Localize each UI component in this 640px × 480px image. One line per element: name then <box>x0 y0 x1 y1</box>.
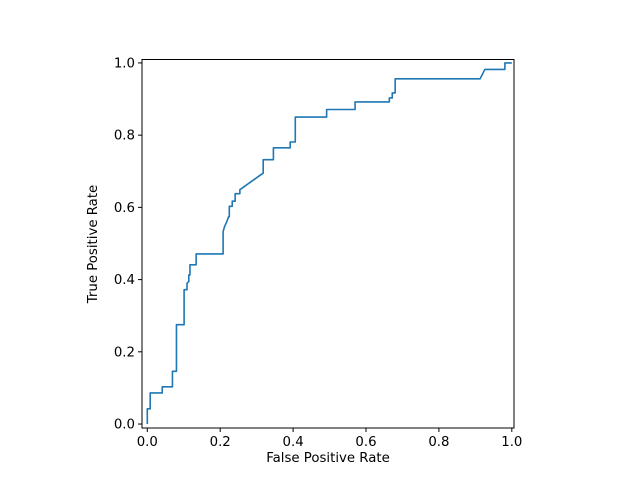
x-tick-label: 0.4 <box>283 435 304 450</box>
y-tick-label: 0.2 <box>114 345 135 360</box>
y-tick-label: 1.0 <box>114 57 135 72</box>
x-tick-label: 0.6 <box>355 435 376 450</box>
y-axis-label: True Positive Rate <box>86 185 101 304</box>
x-tick-label: 0.0 <box>137 435 158 450</box>
x-tick-label: 0.8 <box>428 435 449 450</box>
axes-frame <box>141 59 515 429</box>
x-tick-label: 0.2 <box>210 435 231 450</box>
y-tick-label: 0.8 <box>114 129 135 144</box>
y-tick-label: 0.6 <box>114 201 135 216</box>
x-tick-label: 1.0 <box>501 435 522 450</box>
y-tick-label: 0.4 <box>114 273 135 288</box>
plot-area: 0.0 0.2 0.4 0.6 0.8 1.0 0.0 0.2 0.4 0.6 0.8 1.0 <box>114 57 523 450</box>
roc-curve-line <box>146 62 512 425</box>
y-tick-label: 0.0 <box>114 418 135 433</box>
x-axis-label: False Positive Rate <box>266 451 390 466</box>
